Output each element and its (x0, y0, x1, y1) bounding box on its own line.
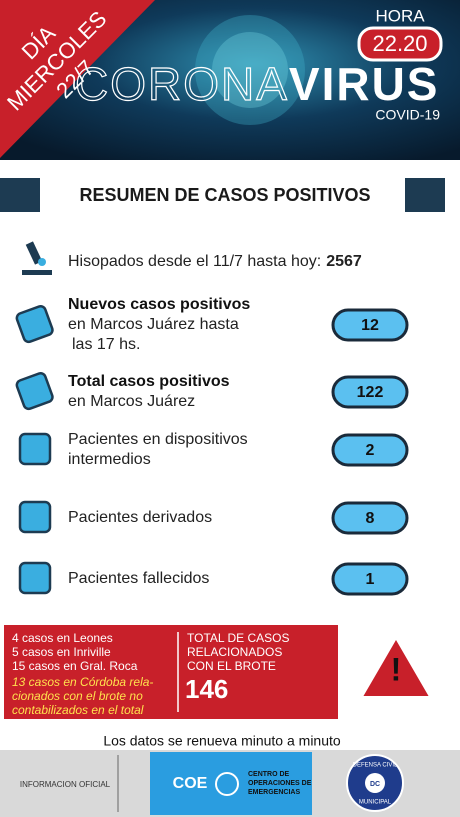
swabs-label: Hisopados desde el 11/7 hasta hoy: (68, 253, 321, 270)
swabs-value: 2567 (326, 253, 362, 270)
note: cionados con el brote no (12, 689, 143, 703)
official: INFORMACION OFICIAL (20, 780, 111, 789)
coe-line: OPERACIONES DE (248, 780, 312, 787)
town: 4 casos en Leones (12, 631, 113, 645)
row-icon (18, 432, 52, 466)
microscope-icon (22, 241, 52, 275)
note: 13 casos en Córdoba rela- (12, 675, 153, 689)
row-text: Pacientes en dispositivos (68, 431, 248, 448)
title-bold: VIRUS (289, 58, 440, 110)
title: CORONAVIRUS (75, 58, 440, 110)
note: contabilizados en el total (12, 703, 144, 717)
badge-center (365, 773, 385, 793)
row-title: Nuevos casos positivos (68, 296, 250, 313)
value-pill (331, 433, 409, 467)
town: 5 casos en Inriville (12, 645, 111, 659)
row-value: 1 (366, 571, 375, 588)
coe-line: EMERGENCIAS (248, 789, 300, 796)
outbreak-box (4, 625, 338, 719)
swabs: Hisopados desde el 11/7 hasta hoy: 2567 (68, 253, 362, 270)
row-value: 12 (361, 317, 379, 334)
warning-icon (356, 632, 436, 700)
warning-mark: ! (391, 651, 402, 687)
value-pill (331, 308, 409, 342)
row-icon (15, 371, 54, 411)
total-label: CON EL BROTE (187, 659, 276, 673)
coe-logo (215, 772, 239, 796)
badge-mid: DC (370, 781, 380, 788)
town: 15 casos en Gral. Roca (12, 659, 138, 673)
virus-image (212, 32, 288, 108)
row-title: Total casos positivos (68, 373, 230, 390)
hour-pill (357, 26, 443, 62)
badge-top: DEFENSA CIVIL (353, 763, 398, 769)
row-text: las 17 hs. (72, 336, 140, 353)
coe-box (150, 752, 312, 815)
value-pill (331, 501, 409, 535)
title-light: CORONA (75, 58, 289, 110)
coe: COE (173, 775, 208, 792)
row-text: intermedios (68, 451, 151, 468)
row-text: en Marcos Juárez hasta (68, 316, 239, 333)
row-text: en Marcos Juárez (68, 393, 195, 410)
footer-note: Los datos se renueva minuto a minuto (103, 733, 341, 749)
total-label: RELACIONADOS (187, 645, 282, 659)
value-pill (331, 562, 409, 596)
coe-line: CENTRO DE (248, 771, 290, 778)
value-pill (331, 375, 409, 409)
row-icon (15, 304, 54, 344)
virus-image (195, 15, 305, 125)
subtitle: COVID-19 (375, 107, 440, 123)
total: 146 (185, 674, 228, 704)
date-ribbon (0, 0, 155, 158)
row-text: Pacientes derivados (68, 509, 212, 526)
row-icon (18, 500, 52, 534)
section-bar-inner (40, 178, 405, 212)
row-text: Pacientes fallecidos (68, 570, 209, 587)
hour: 22.20 (372, 31, 427, 56)
hour-label: HORA (375, 6, 425, 25)
row-value: 8 (366, 510, 375, 527)
total-label: TOTAL DE CASOS (187, 631, 289, 645)
row-value: 2 (366, 442, 375, 459)
section-title: RESUMEN DE CASOS POSITIVOS (79, 185, 370, 205)
badge-bottom: MUNICIPAL (359, 800, 392, 806)
row-value: 122 (357, 384, 384, 401)
row-icon (18, 561, 52, 595)
